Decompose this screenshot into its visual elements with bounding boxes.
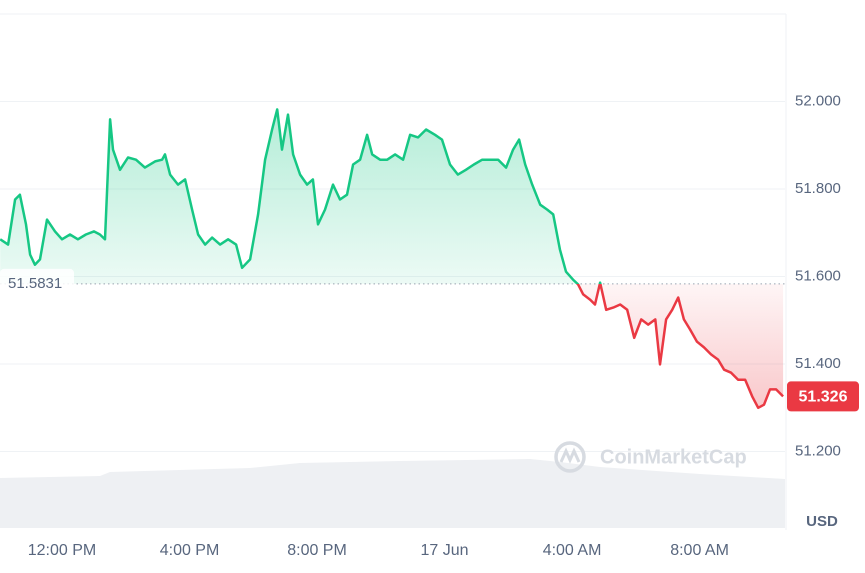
price-line <box>0 108 784 410</box>
y-tick-label: 51.400 <box>795 355 841 372</box>
x-tick-label: 8:00 PM <box>287 542 347 559</box>
y-tick-label: 51.600 <box>795 267 841 284</box>
volume-backdrop <box>0 459 785 528</box>
x-tick-label: 4:00 PM <box>160 542 220 559</box>
watermark: CoinMarketCap <box>554 441 747 473</box>
x-tick-label: 17 Jun <box>421 542 469 559</box>
y-tick-label: 51.800 <box>795 180 841 197</box>
baseline-label: 51.5831 <box>8 275 62 292</box>
price-area <box>0 109 784 408</box>
last-price-box <box>787 381 859 412</box>
currency-label: USD <box>806 513 838 530</box>
baseline-label-box <box>0 268 74 299</box>
last-price-label: 51.326 <box>799 389 848 406</box>
watermark-text: CoinMarketCap <box>600 446 747 468</box>
x-tick-label: 8:00 AM <box>670 542 729 559</box>
x-tick-label: 12:00 PM <box>28 542 96 559</box>
y-tick-label: 51.200 <box>795 442 841 459</box>
y-tick-label: 52.000 <box>795 92 841 109</box>
x-tick-label: 4:00 AM <box>543 542 602 559</box>
